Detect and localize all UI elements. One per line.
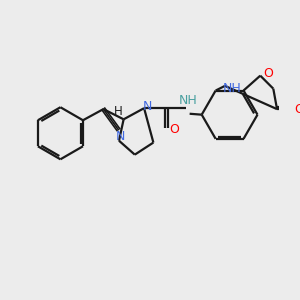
Text: N: N [116,130,125,143]
Text: O: O [263,67,273,80]
Text: O: O [169,123,179,136]
Text: O: O [294,103,300,116]
Text: N: N [143,100,152,113]
Text: H: H [114,105,122,119]
Text: NH: NH [178,94,197,107]
Text: NH: NH [223,82,242,95]
